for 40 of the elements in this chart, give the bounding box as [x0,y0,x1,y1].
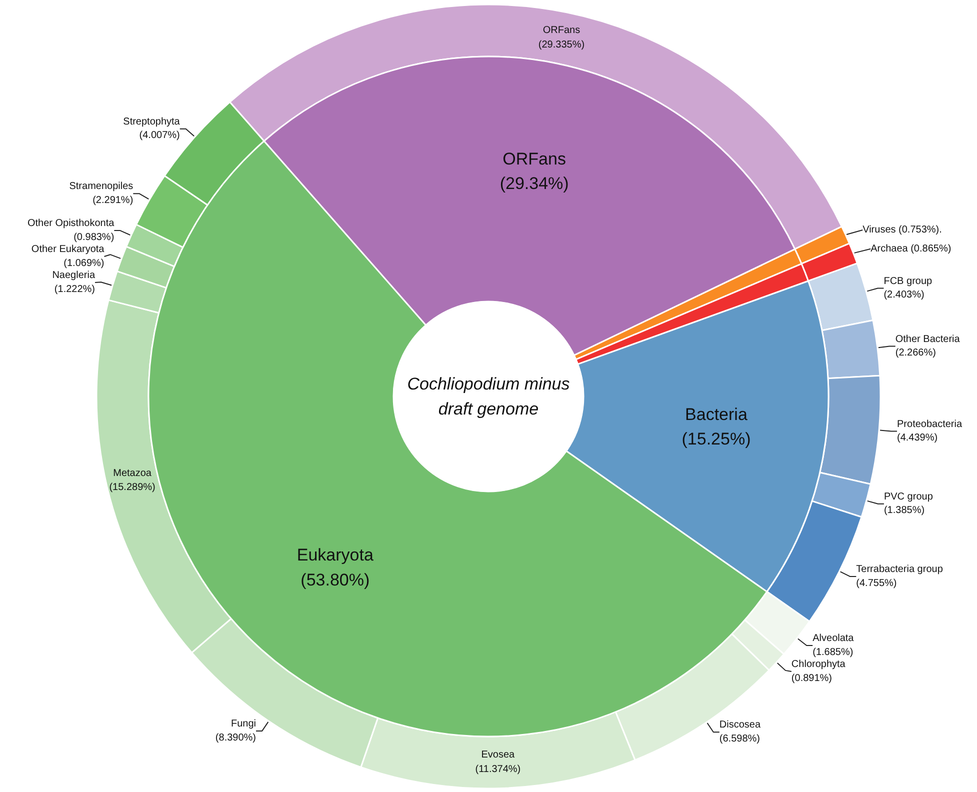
data-label: (4.007%) [139,130,180,142]
data-label: (2.291%) [92,194,134,206]
data-label: Eukaryota (53.80%) [296,546,374,590]
slice-label: Metazoa [113,468,152,479]
data-label: (2.266%) [895,348,936,359]
slice-label: Discosea [719,720,761,731]
slice-label: Streptophyta [123,116,180,128]
slice-label: ORFans [542,25,580,36]
slice-label: Evosea [481,750,516,761]
slice-label: Proteobacteria [897,418,962,430]
data-label: (4.439%) [897,432,938,444]
data-label: (11.374%) [475,764,521,776]
slice-label: Viruses (0.753%). [862,224,942,236]
text: Cochliopodium minus draft genome [407,374,570,418]
data-label: (6.598%) [719,733,760,744]
slice-label: Terrabacteria group [856,564,944,576]
slice-label: Stramenopiles [69,181,134,192]
data-label: (15.289%) [109,482,156,494]
data-label: (1.685%) [812,646,854,658]
data-label: Bacteria (15.25%) [682,404,751,449]
slice-label: Archaea (0.865%) [870,243,952,254]
data-label: (29.335%) [538,40,585,50]
slice-label: Alveolata [812,633,854,644]
data-label: (0.983%) [74,232,114,243]
slice-label: FCB group [884,276,933,287]
data-label: ORFans (29.34%) [500,150,569,194]
slice-label: Fungi [230,718,256,730]
data-label: (2.403%) [884,290,924,301]
data-label: (8.390%) [215,732,256,744]
data-label: (0.891%) [791,672,832,684]
data-label: (4.755%) [856,578,897,589]
slice-label: Other Eukaryota [31,244,105,256]
data-label: (1.385%) [884,505,925,516]
data-label: (1.069%) [64,258,104,269]
slice-label: Naegleria [52,270,96,282]
slice-label: PVC group [884,491,934,502]
slice-label: Chlorophyta [791,659,846,670]
data-label: (1.222%) [54,284,96,295]
slice-label: Other Opisthokonta [27,218,115,230]
slice-label: Other Bacteria [895,334,960,345]
